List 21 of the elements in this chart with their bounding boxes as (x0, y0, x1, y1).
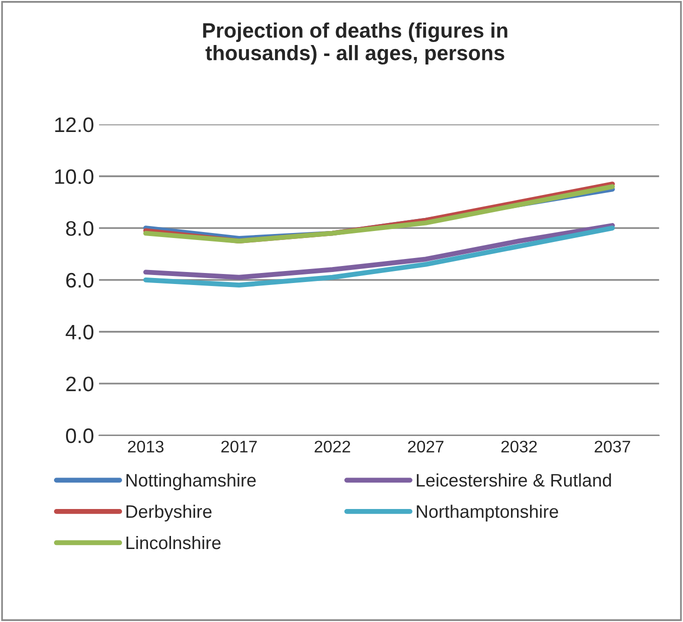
x-tick-label: 2013 (128, 440, 164, 453)
y-tick-label: 8.0 (66, 221, 94, 236)
y-tick-label: 10.0 (55, 169, 94, 184)
x-tick-label: 2017 (221, 440, 257, 453)
x-tick-label: 2022 (314, 440, 350, 453)
legend-label: Derbyshire (126, 504, 212, 522)
legend-label: Lincolnshire (126, 536, 221, 550)
x-tick-label: 2037 (594, 440, 630, 453)
y-tick-label: 6.0 (66, 272, 94, 288)
legend-label: Northamptonshire (416, 504, 558, 522)
legend-label: Leicestershire & Rutland (416, 473, 611, 487)
chart-title: Projection of deaths (figures in thousands) - all ages, persons (203, 22, 508, 65)
line-series (143, 226, 615, 288)
y-tick-label: 0.0 (66, 428, 94, 444)
legend-label: Nottinghamshire (126, 473, 256, 490)
x-tick-label: 2027 (408, 440, 444, 453)
x-tick-label: 2032 (501, 440, 537, 453)
line-series (143, 223, 615, 280)
y-tick-label: 12.0 (55, 117, 94, 132)
y-tick-label: 4.0 (66, 324, 94, 340)
y-tick-label: 2.0 (66, 376, 94, 392)
